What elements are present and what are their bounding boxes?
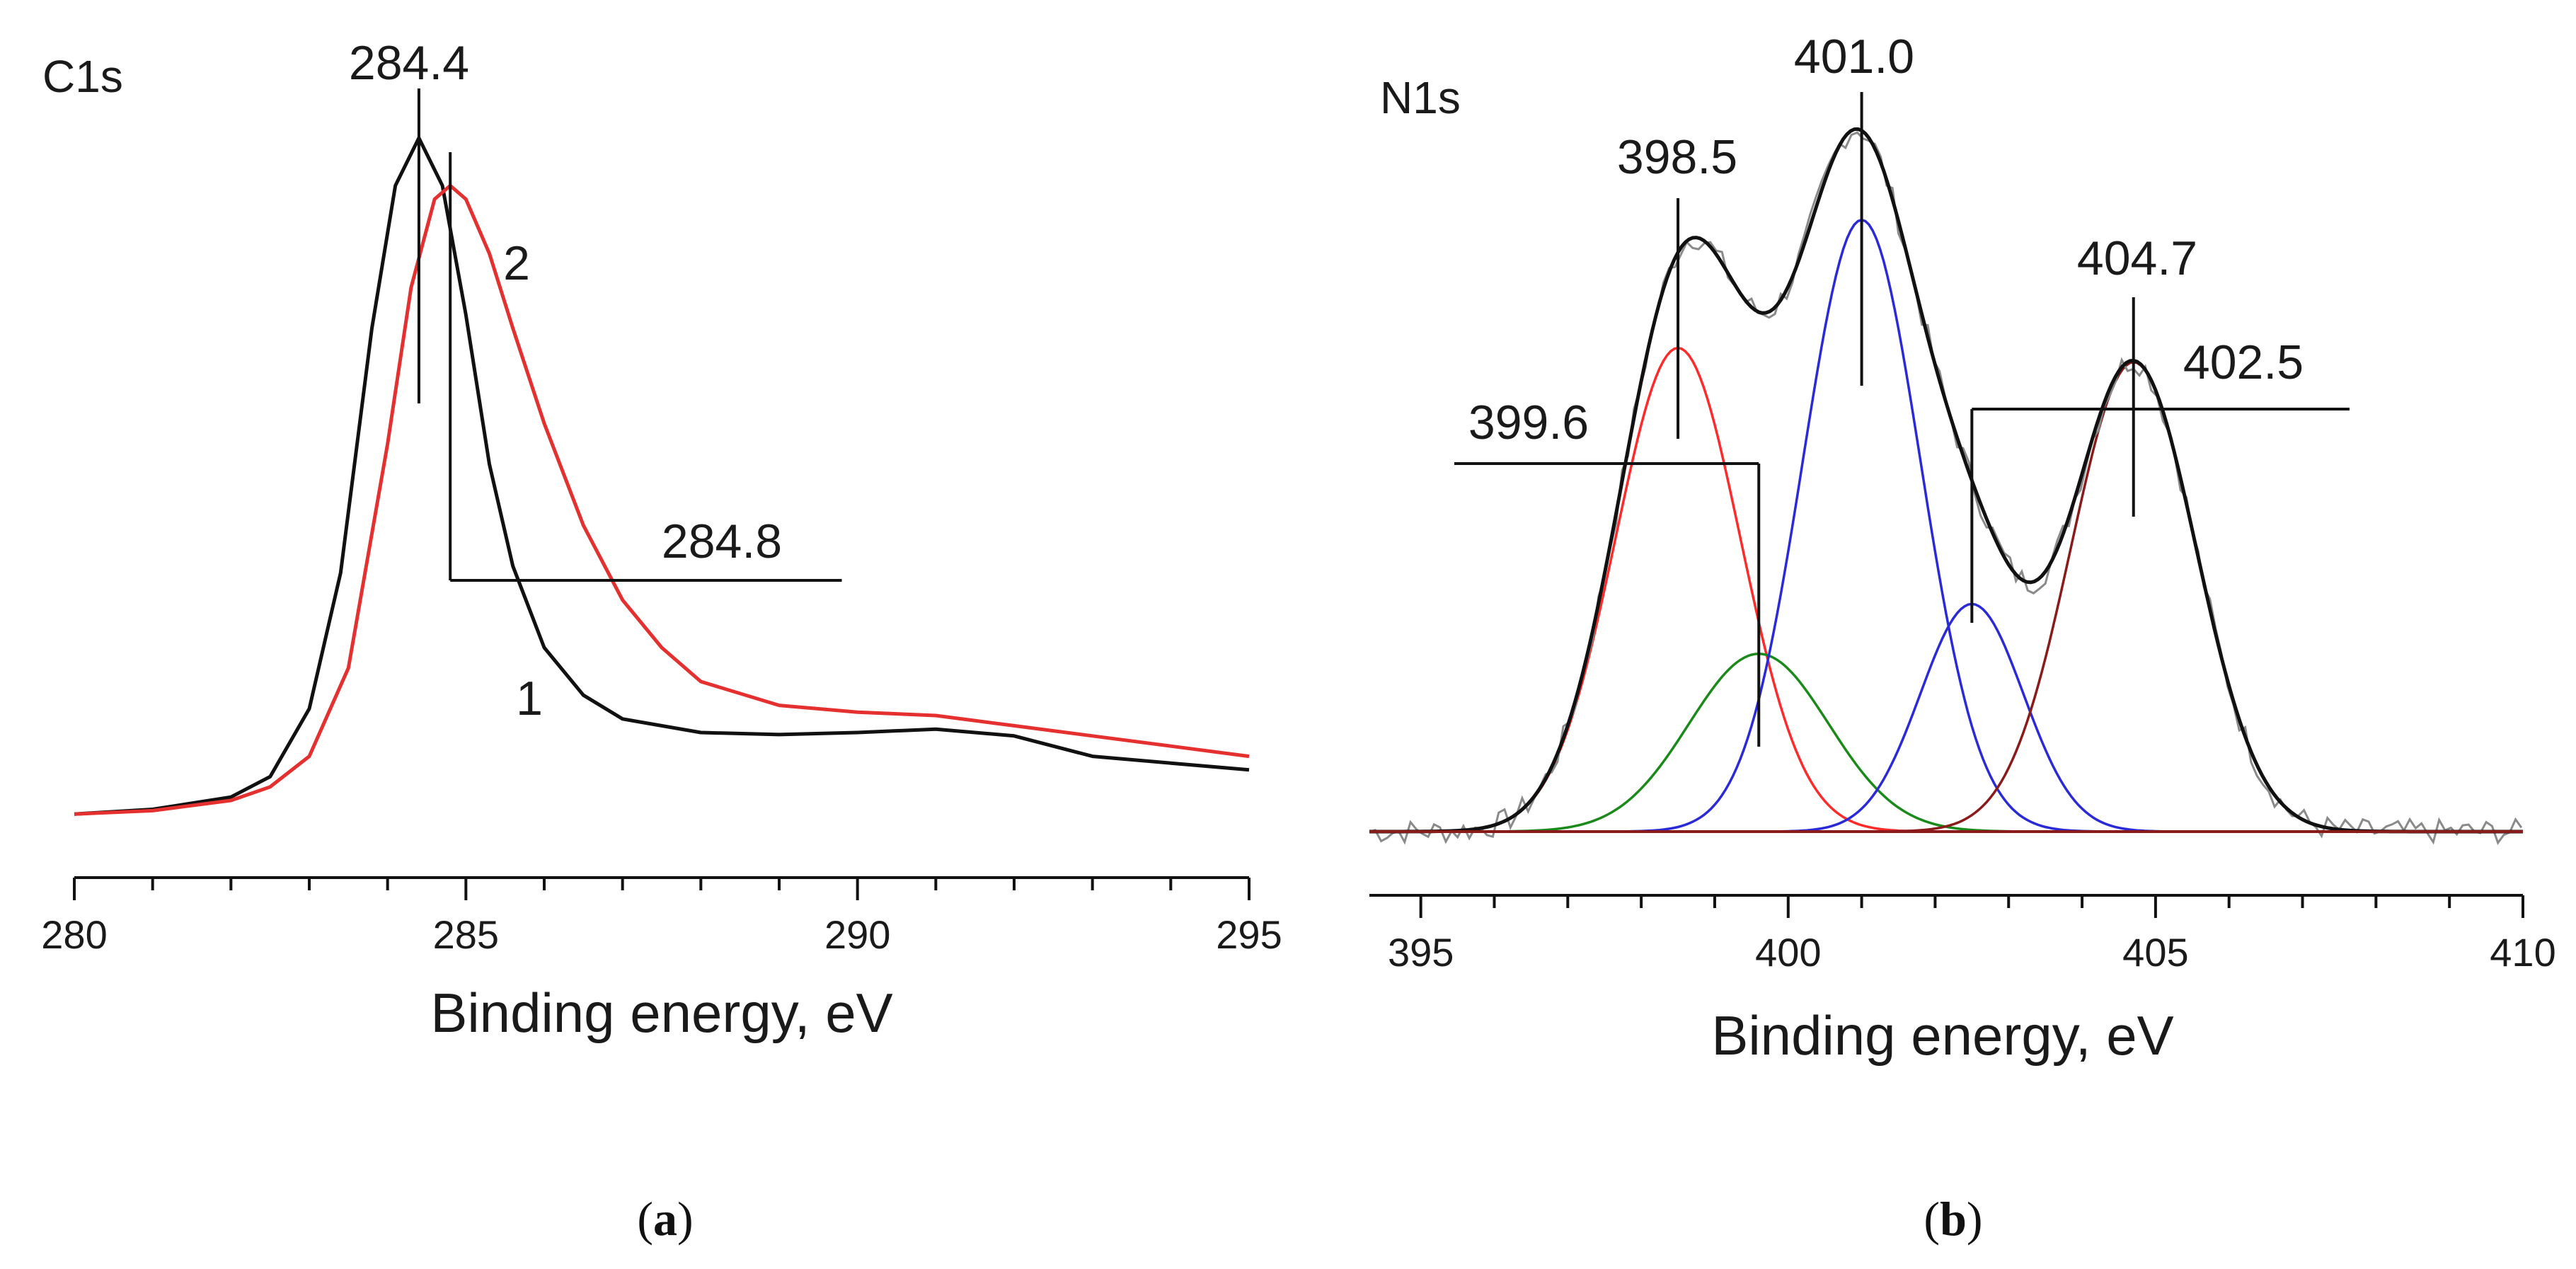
panel-a-tick-label-295: 295 (1216, 912, 1282, 957)
panel-b-ticks: 395 400 405 410 (1388, 895, 2556, 975)
panel-b-x-axis-title: Binding energy, eV (1711, 1004, 2173, 1067)
curve-label-1: 1 (516, 672, 543, 725)
panel-a-tick-label-290: 290 (824, 912, 890, 957)
panel-a-caption-open: ( (637, 1192, 653, 1246)
panel-a-ticks: 280 285 290 295 (41, 878, 1282, 957)
peak-label-398-5: 398.5 (1617, 130, 1737, 184)
panel-b-series (1369, 127, 2523, 845)
panel-b-caption-open: ( (1924, 1192, 1940, 1246)
panel-b-tick-label-405: 405 (2122, 930, 2188, 975)
panel-b-caption-close: ) (1967, 1192, 1983, 1246)
panel-a-caption-letter: a (653, 1192, 677, 1246)
panel-a-x-axis-title: Binding energy, eV (430, 982, 892, 1044)
panel-a-c1s: 280 285 290 295 C1s Binding energy, eV 284.… (41, 36, 1282, 1246)
panel-a-peak-guides (417, 88, 842, 582)
panel-b-caption: (b) (1924, 1192, 1982, 1246)
panel-b-tick-label-395: 395 (1388, 930, 1454, 975)
panel-a-caption-close: ) (677, 1192, 694, 1246)
peak-label-404-7: 404.7 (2077, 231, 2197, 285)
panel-a-caption: (a) (637, 1192, 693, 1246)
peak-label-284-4: 284.4 (349, 36, 469, 90)
peak-label-402-5: 402.5 (2183, 335, 2304, 389)
curve-label-2: 2 (503, 236, 530, 290)
panel-b-tick-label-410: 410 (2490, 930, 2555, 975)
panel-a-series (74, 136, 1250, 816)
panel-a-tick-label-285: 285 (433, 912, 499, 957)
peak-label-399-6: 399.6 (1468, 396, 1589, 449)
panel-b-series-envelope (1369, 127, 2523, 834)
panel-a-series-1 (74, 136, 1250, 816)
panel-b-title: N1s (1380, 72, 1461, 123)
panel-a-series-2 (74, 183, 1250, 816)
panel-a-title: C1s (42, 51, 123, 102)
panel-b-n1s: 395 400 405 410 N1s Binding energy, eV 398.… (1369, 30, 2556, 1246)
panel-b-peak-guides (1454, 92, 2350, 747)
panel-b-caption-letter: b (1940, 1192, 1967, 1246)
panel-b-tick-label-400: 400 (1755, 930, 1821, 975)
peak-label-284-8: 284.8 (662, 515, 782, 568)
panel-a-tick-label-280: 280 (41, 912, 107, 957)
peak-label-401-0: 401.0 (1794, 30, 1914, 84)
